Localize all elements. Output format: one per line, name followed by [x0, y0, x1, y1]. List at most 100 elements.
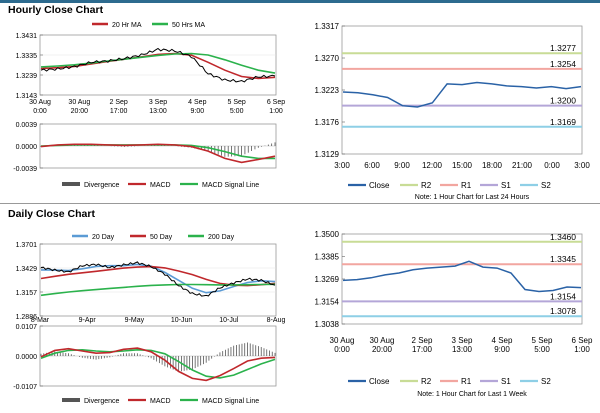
x-tick-label: 0:00 [334, 345, 350, 354]
x-tick-label: 3:00 [334, 161, 350, 170]
x-tick-label: 5:00 [534, 345, 550, 354]
y-tick-label: 1.3269 [315, 275, 340, 284]
pivot-level-label: 1.3154 [550, 291, 576, 301]
x-tick-label: 5 Sep [532, 336, 553, 345]
x-tick-label: 9:00 [494, 345, 510, 354]
daily-pivot-chart: 1.3500 1.3385 1.3269 1.3154 1.3038 1.3460 1.33… [315, 230, 593, 398]
series-line-close [40, 47, 276, 83]
y-tick-label: 1.3143 [16, 93, 38, 100]
daily-section-title: Daily Close Chart [8, 208, 95, 220]
legend-label: R1 [461, 377, 472, 386]
pivot-level-label: 1.3345 [550, 254, 576, 264]
y-tick-label: 1.3239 [16, 73, 38, 80]
x-tick-label: 4 Sep [492, 336, 513, 345]
top-accent-bar [0, 0, 600, 3]
y-tick-label: 0.0000 [16, 354, 38, 361]
y-tick-label: 1.3176 [315, 118, 340, 127]
daily-macd-chart: 0.0107 0.0000 -0.0107 Divergence MACD MACD Si… [13, 324, 277, 405]
series-line-close [342, 81, 582, 108]
legend-label: 20 Hr MA [112, 22, 142, 29]
x-tick-label: 9-Apr [79, 317, 97, 324]
y-tick-label: 1.3317 [315, 22, 340, 31]
pivot-level-label: 1.3460 [550, 232, 576, 242]
x-tick-label: 13:00 [452, 345, 473, 354]
legend-label: Close [369, 377, 390, 386]
y-tick-label: -0.0039 [13, 166, 37, 173]
legend-label: MACD Signal Line [202, 182, 259, 189]
legend-label: S2 [541, 181, 551, 190]
y-tick-label: 1.3157 [16, 290, 38, 297]
y-tick-label: 1.3223 [315, 86, 340, 95]
x-tick-label: 5:00 [230, 108, 244, 115]
legend-label: S1 [501, 377, 511, 386]
series-line-macd-signal [40, 144, 275, 160]
series-line-macd-signal [40, 348, 276, 379]
x-tick-label: 4 Sep [188, 99, 206, 106]
plot-frame [341, 233, 583, 325]
x-tick-label: 8-Aug [267, 317, 286, 324]
legend-label: MACD [150, 182, 171, 189]
y-tick-label: 1.3270 [315, 54, 340, 63]
daily-price-chart: 1.3701 1.3429 1.3157 1.2886 20 Day 50 Day 200 … [16, 234, 286, 324]
x-tick-label: 21:00 [512, 161, 533, 170]
x-tick-label: 9-May [125, 317, 145, 324]
series-line-200-day [40, 283, 276, 297]
x-tick-label: 10-Jul [219, 317, 239, 324]
x-tick-label: 30 Aug [370, 336, 395, 345]
series-line-50-hrs-ma [40, 52, 276, 74]
hourly-pivot-chart: 1.3317 1.3270 1.3223 1.3176 1.3129 1.3277 1.32… [315, 22, 591, 201]
y-tick-label: 1.3500 [315, 230, 340, 239]
legend-label: S2 [541, 377, 551, 386]
y-tick-label: 1.3385 [315, 253, 340, 262]
y-tick-label: 1.3154 [315, 298, 340, 307]
x-tick-label: 30 Aug [68, 99, 90, 106]
x-tick-label: 20:00 [71, 108, 89, 115]
x-tick-label: 12:00 [422, 161, 443, 170]
series-line-macd [40, 143, 276, 164]
legend-label: MACD [150, 398, 171, 405]
legend-label: 50 Day [150, 234, 173, 241]
x-tick-label: 30 Aug [29, 99, 51, 106]
x-tick-label: 18:00 [482, 161, 503, 170]
section-divider [0, 203, 600, 204]
series-line-close [40, 261, 276, 297]
legend-swatch [62, 182, 80, 186]
y-tick-label: 0.0107 [16, 324, 38, 331]
chart-note: Note: 1 Hour Chart for Last 1 Week [417, 391, 527, 398]
pivot-level-label: 1.3200 [550, 96, 576, 106]
legend-label: S1 [501, 181, 511, 190]
x-tick-label: 15:00 [452, 161, 473, 170]
x-tick-label: 3:00 [574, 161, 590, 170]
legend-label: 20 Day [92, 234, 115, 241]
series-line-20-hr-ma [40, 52, 276, 80]
legend-label: R1 [461, 181, 472, 190]
legend-label: Divergence [84, 398, 120, 405]
x-tick-label: 9:00 [394, 161, 410, 170]
hourly-macd-chart: 0.0039 0.0000 -0.0039 Divergence MACD MACD Si… [13, 122, 277, 189]
plot-frame [341, 25, 583, 155]
hourly-price-chart: 1.3431 1.3335 1.3239 1.3143 20 Hr MA 50 Hrs M… [16, 22, 286, 115]
y-tick-label: 1.3038 [315, 320, 340, 329]
chart-note: Note: 1 Hour Chart for Last 24 Hours [415, 194, 530, 201]
x-tick-label: 2 Sep [110, 99, 128, 106]
x-tick-label: 17:00 [412, 345, 433, 354]
x-tick-label: 9:00 [191, 108, 205, 115]
y-tick-label: 1.3429 [16, 266, 38, 273]
legend-label: MACD Signal Line [202, 398, 259, 405]
y-tick-label: 1.2886 [16, 314, 38, 321]
x-tick-label: 0:00 [544, 161, 560, 170]
x-tick-label: 3 Sep [452, 336, 473, 345]
x-tick-label: 2 Sep [412, 336, 433, 345]
x-tick-label: 13:00 [149, 108, 167, 115]
x-tick-label: 30 Aug [330, 336, 355, 345]
legend-label: Divergence [84, 182, 120, 189]
y-tick-label: 0.0039 [16, 122, 38, 129]
x-tick-label: 6 Sep [267, 99, 285, 106]
x-tick-label: 17:00 [110, 108, 128, 115]
y-tick-label: 1.3129 [315, 150, 340, 159]
x-tick-label: 20:00 [372, 345, 393, 354]
x-tick-label: 8-Mar [31, 317, 50, 324]
pivot-level-label: 1.3277 [550, 43, 576, 53]
x-tick-label: 1:00 [574, 345, 590, 354]
y-tick-label: -0.0107 [13, 384, 37, 391]
